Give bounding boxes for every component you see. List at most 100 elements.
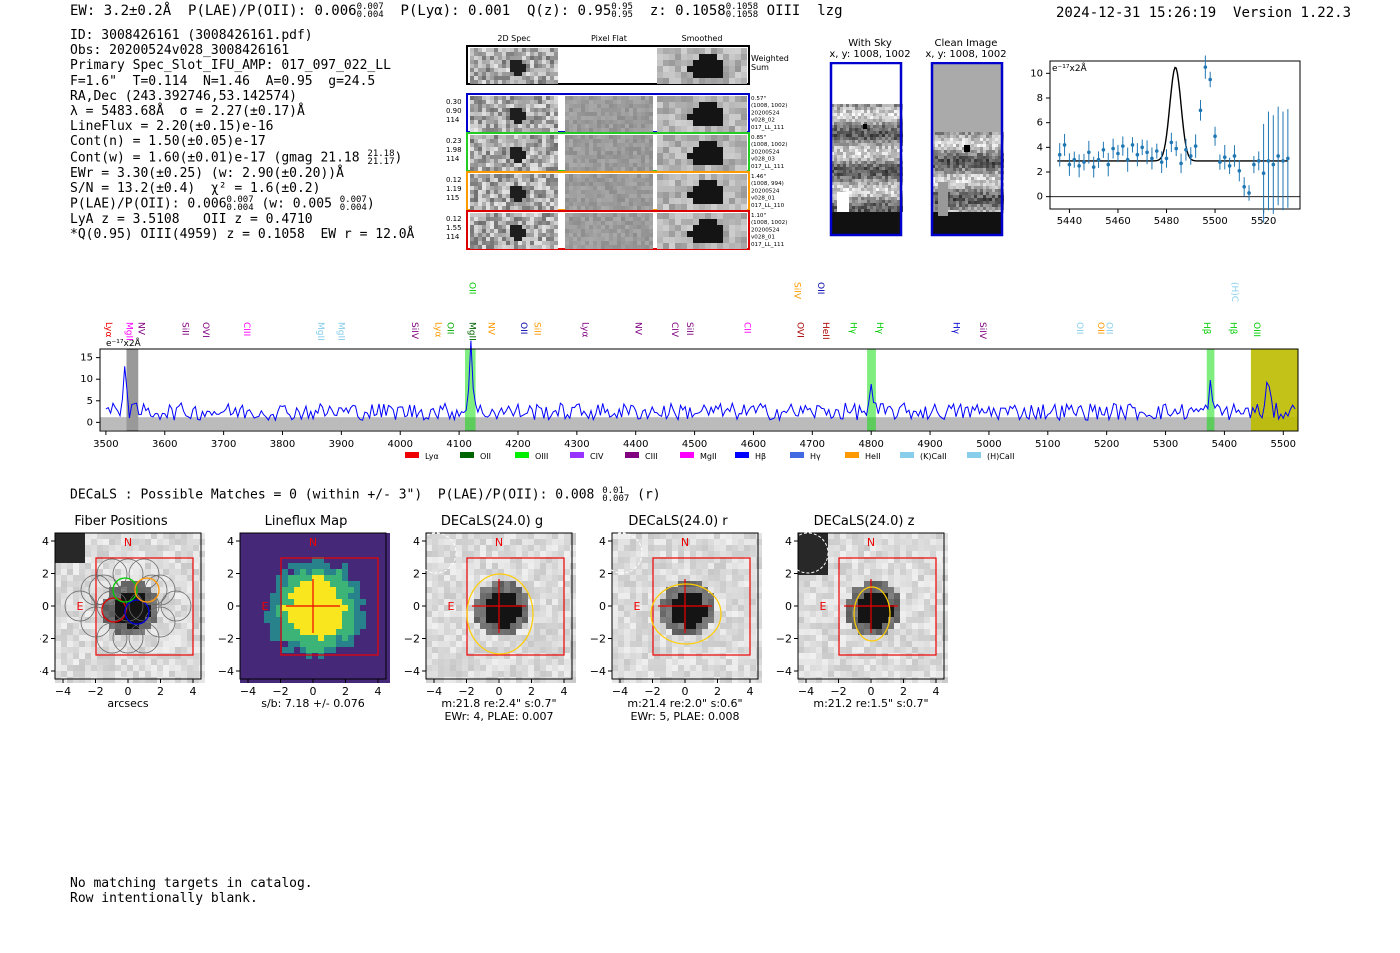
cutout-image [565, 213, 653, 249]
info-lineflux: LineFlux = 2.20(±0.15)e-16 [70, 119, 274, 135]
y-tick-label: 5 [87, 396, 93, 407]
x-tick-label: 4700 [800, 439, 825, 450]
line-label: CIII [241, 322, 251, 336]
imaging-panels: Fiber Positions N E −4 4 −2 2 0 0 2 −2 4 −4 arcsecs Li… [40, 514, 948, 723]
info-lambda: λ = 5483.68Å σ = 2.27(±0.17)Å [70, 104, 305, 120]
y-tick-label: −4 [776, 665, 792, 678]
line-label: OII [815, 282, 825, 294]
fiber-circle [144, 606, 176, 638]
x-tick-label: −2 [830, 685, 846, 698]
panel-caption: m:21.4 re:2.0" s:0.6" [627, 697, 742, 710]
panel-title: Lineflux Map [265, 514, 348, 529]
neighbour-circle [787, 532, 829, 574]
panel-caption: s/b: 7.18 +/- 0.076 [261, 697, 365, 710]
neighbour-circle [415, 532, 457, 574]
info-sn: S/N = 13.2(±0.4) χ² = 1.6(±0.2) [70, 180, 321, 196]
cutout-row-stat: 114 [446, 233, 460, 241]
cutout-image [657, 213, 747, 249]
x-tick-label: 3800 [270, 439, 295, 450]
header-line: OIII [766, 3, 801, 19]
panel-caption: arcsecs [107, 697, 149, 710]
line-label: SiIV [792, 282, 802, 300]
cutout-row-stat: 0.30 [446, 98, 462, 106]
legend-label: Hβ [755, 452, 766, 461]
line-label: OVI [200, 322, 210, 338]
x-tick-label: 4400 [623, 439, 648, 450]
y-tick-label: 0 [413, 600, 420, 613]
line-label: Hγ [874, 322, 884, 335]
cutout-row-meta: 20200524 [751, 227, 780, 233]
legend-swatch [900, 452, 914, 458]
fit-curve [1057, 66, 1288, 162]
north-label: N [309, 536, 317, 549]
x-tick-label: 2 [342, 685, 349, 698]
fiber-circle [128, 558, 160, 590]
legend-swatch [515, 452, 529, 458]
data-point [1266, 159, 1271, 163]
north-label: N [681, 536, 689, 549]
panel-caption: m:21.8 re:2.4" s:0.7" [441, 697, 556, 710]
y-tick-label: 15 [80, 353, 93, 364]
cutout-row-meta: v028_01 [751, 235, 775, 241]
y-tick-label: −2 [40, 633, 49, 646]
info-gmag-range: 21.18 21.17 [367, 148, 395, 167]
legend-label: OIII [535, 452, 548, 461]
y-tick-label: −4 [218, 665, 234, 678]
y-tick-label: 2 [1037, 167, 1043, 178]
full-spectrum-plot: 3500 3600 3700 3800 3900 4000 4100 4200 4300 4400… [80, 282, 1299, 461]
cutout-image [657, 48, 747, 84]
cutout-row-stat: 1.19 [446, 185, 462, 193]
detection-info: ID: 3008426161 (3008426161.pdf) Obs: 202… [70, 28, 415, 243]
y-tick-label: 4 [599, 535, 606, 548]
panel-image [55, 533, 205, 683]
data-point [1145, 150, 1149, 155]
spectrum-axes [99, 348, 1299, 432]
x-tick-label: 3500 [93, 439, 118, 450]
search-box [95, 557, 194, 656]
cutout-row-meta: 0.85" [751, 135, 766, 141]
data-point [1247, 191, 1251, 195]
x-tick-label: 5100 [1035, 439, 1060, 450]
fiber-circle [96, 558, 128, 590]
cutout-row-meta: v028_03 [751, 157, 775, 163]
line-label: OII [518, 322, 528, 334]
cutout-row-meta: (1008, 1002) [751, 220, 787, 226]
east-label: E [262, 600, 269, 613]
panel-image [798, 533, 948, 683]
data-point [1242, 185, 1246, 189]
data-point [1193, 144, 1198, 148]
line-label: SiIV [977, 322, 987, 340]
x-tick-label: 5000 [976, 439, 1001, 450]
y-tick-label: 2 [227, 568, 234, 581]
cutout-row-meta: v028_02 [751, 118, 775, 124]
sky-frame [930, 62, 1004, 237]
panel-caption: m:21.2 re:1.5" s:0.7" [813, 697, 928, 710]
data-point [1271, 162, 1276, 167]
line-label: CIV [669, 322, 679, 338]
sky-frame [829, 62, 903, 237]
fiber-circle [64, 590, 96, 622]
info-contn: Cont(n) = 1.50(±0.05)e-17 [70, 134, 266, 150]
data-point [1067, 162, 1072, 167]
data-point [1169, 140, 1174, 145]
cutout-row-stat: 1.55 [446, 224, 462, 232]
cutout-image [565, 96, 653, 132]
timestamp: 2024-12-31 15:26:19 [1056, 5, 1217, 21]
info-id: ID: 3008426161 (3008426161.pdf) [70, 28, 313, 43]
data-point [1091, 165, 1096, 169]
x-tick-label: −4 [426, 685, 442, 698]
cutout-row-stat: 0.90 [446, 107, 462, 115]
fiber-circle [112, 558, 144, 590]
data-point [1184, 148, 1188, 152]
x-tick-label: 4100 [446, 439, 471, 450]
line-label: (H)C [1229, 282, 1239, 302]
legend-label: CIV [590, 452, 604, 461]
decals-summary: DECaLS : Possible Matches = 0 (within +/… [70, 486, 661, 504]
x-tick-label: −2 [87, 685, 103, 698]
x-tick-label: 0 [125, 685, 132, 698]
cutout-row-stat: 114 [446, 116, 460, 124]
x-tick-label: 2 [528, 685, 535, 698]
line-label: OII [467, 282, 477, 294]
x-tick-label: 5400 [1212, 439, 1237, 450]
